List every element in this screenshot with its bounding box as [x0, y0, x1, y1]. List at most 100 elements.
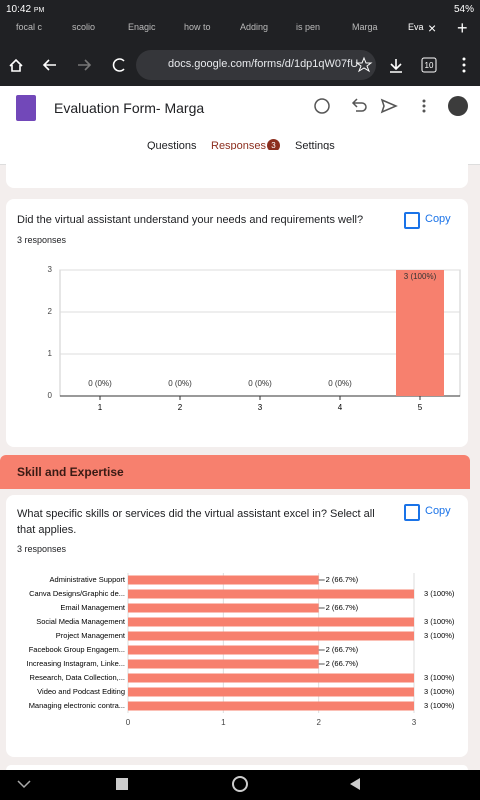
category-label: Canva Designs/Graphic de... [29, 589, 125, 598]
back-icon[interactable] [42, 59, 56, 71]
bar [396, 270, 444, 396]
response-count: 3 responses [17, 235, 67, 245]
value-label: 3 (100%) [404, 272, 437, 281]
menu-dot[interactable] [462, 57, 466, 61]
avatar[interactable] [448, 96, 468, 116]
bar [128, 687, 414, 697]
battery: 54% [453, 4, 474, 15]
browser-tab[interactable]: Adding [240, 22, 269, 32]
bar [128, 631, 414, 641]
undo-icon[interactable] [351, 98, 367, 112]
category-label: Increasing Instagram, Linke... [27, 659, 125, 668]
bar [128, 659, 319, 669]
category-label: Email Management [60, 603, 126, 612]
x-tick-label: 3 [412, 718, 417, 727]
nav-tab-active[interactable]: Responses [211, 140, 267, 152]
category-label: Managing electronic contra... [29, 701, 125, 710]
y-tick-label: 2 [48, 307, 53, 316]
value-label: 3 (100%) [424, 631, 455, 640]
nav-back[interactable] [350, 778, 360, 790]
browser-tab[interactable]: is pen [296, 22, 321, 32]
value-label: 0 (0%) [328, 379, 352, 388]
nav-down[interactable] [17, 780, 31, 789]
browser-tab[interactable]: scolio [72, 22, 96, 32]
x-tick-label: 4 [338, 403, 343, 412]
more-dot[interactable] [422, 99, 426, 103]
period: PM [33, 7, 45, 14]
x-tick-label: 1 [221, 718, 226, 727]
section-title: Skill and Expertise [17, 465, 124, 479]
y-tick-label: 1 [48, 349, 53, 358]
copy-icon[interactable] [404, 504, 420, 521]
browser-tab[interactable]: Marga [352, 22, 378, 32]
system-nav [0, 770, 480, 800]
bar [128, 645, 319, 655]
value-label: 0 (0%) [248, 379, 272, 388]
bar [128, 673, 414, 683]
close-tab[interactable]: × [428, 20, 437, 36]
x-tick-label: 5 [418, 403, 423, 412]
nav-bg [0, 770, 480, 800]
nav-tab[interactable]: Questions [147, 140, 197, 152]
header-icons [314, 96, 468, 116]
category-label: Administrative Support [50, 575, 126, 584]
nav-tab[interactable]: Settings [295, 140, 335, 152]
x-tick-label: 1 [98, 403, 103, 412]
tab-count-box[interactable] [421, 57, 437, 73]
forward-icon [78, 59, 92, 71]
home-icon[interactable] [9, 58, 23, 72]
download-icon[interactable] [390, 59, 402, 73]
value-label: 0 (0%) [168, 379, 192, 388]
question-card [6, 199, 468, 447]
nav-recents[interactable] [116, 778, 128, 790]
bar [128, 575, 319, 585]
browser-tab[interactable]: focal c [16, 22, 43, 32]
menu-dot [462, 63, 466, 67]
clock: 10:42 PM [6, 4, 44, 15]
category-label: Research, Data Collection,... [30, 673, 125, 682]
nav-home[interactable] [232, 776, 248, 792]
response-badge: 3 [267, 139, 280, 152]
browser-tab[interactable]: how to [184, 22, 211, 32]
bar [128, 589, 414, 599]
forms-logo [16, 95, 36, 121]
menu-dot [462, 69, 466, 73]
value-label: 3 (100%) [424, 617, 455, 626]
new-tab[interactable]: + [457, 18, 468, 38]
bookmark-icon[interactable] [355, 56, 373, 73]
value-label: 2 (66.7%) [326, 575, 359, 584]
more-dot [422, 109, 426, 113]
omnibox[interactable] [136, 50, 376, 80]
value-label: 3 (100%) [424, 589, 455, 598]
bar [128, 617, 414, 627]
url: docs.google.com/forms/d/1dp1qW07fU [168, 58, 359, 70]
reload-icon[interactable] [112, 58, 125, 72]
y-tick-label: 3 [48, 265, 53, 274]
x-tick-label: 2 [316, 718, 321, 727]
section-header [0, 455, 470, 489]
copy-icon[interactable] [404, 212, 420, 229]
form-title: Evaluation Form- Marga [54, 100, 205, 116]
send-icon[interactable] [380, 98, 398, 114]
tab-count[interactable]: 10 [424, 61, 434, 70]
bar [128, 701, 414, 711]
previous-card [6, 150, 468, 188]
value-label: 0 (0%) [88, 379, 112, 388]
question-title: What specific skills or services did the… [17, 508, 375, 536]
more-dot [422, 104, 426, 108]
category-label: Project Management [56, 631, 126, 640]
palette-icon[interactable] [314, 98, 330, 114]
response-count: 3 responses [17, 544, 67, 554]
x-tick-label: 2 [178, 403, 183, 412]
browser-tab[interactable]: Eva [408, 22, 424, 32]
x-tick-label: 0 [126, 718, 131, 727]
time: 10:42 [6, 4, 32, 15]
copy-button[interactable]: Copy [425, 213, 451, 225]
value-label: 2 (66.7%) [326, 645, 359, 654]
copy-button[interactable]: Copy [425, 505, 451, 517]
bar [128, 603, 319, 613]
value-label: 2 (66.7%) [326, 603, 359, 612]
browser-tab[interactable]: Enagic [128, 22, 156, 32]
